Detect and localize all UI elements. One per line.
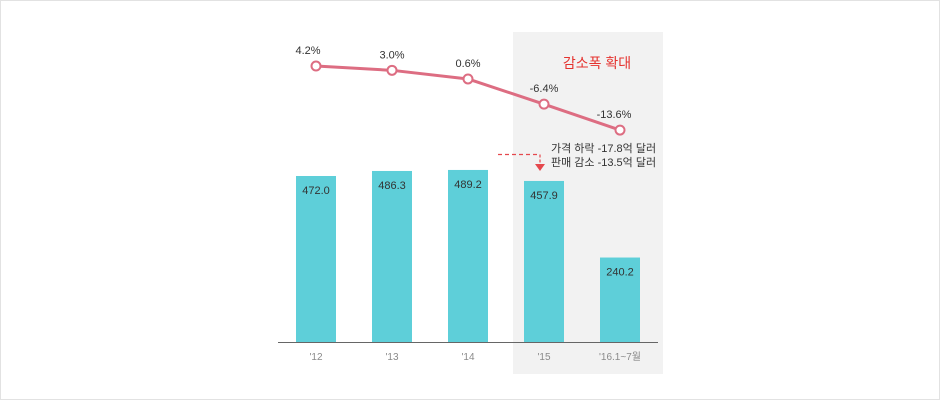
bar-0 [296,176,336,342]
x-tick-label-4: '16.1~7월 [599,351,641,363]
growth-label-0: 4.2% [295,45,320,57]
growth-point-0 [310,60,322,72]
bar-3 [524,180,564,342]
annotation-arrow-head [535,164,545,171]
bar-2 [448,169,488,342]
bar-4 [600,257,640,342]
annotation-price-decline: 가격 하락 -17.8억 달러 [551,141,656,155]
growth-point-3 [538,98,550,110]
bar-1 [372,170,412,342]
growth-point-4 [614,124,626,136]
growth-label-1: 3.0% [379,49,404,61]
growth-point-2 [462,73,474,85]
bar-value-label-2: 489.2 [454,179,482,191]
x-tick-label-0: '12 [309,352,322,363]
x-tick-label-1: '13 [385,352,398,363]
bar-value-label-4: 240.2 [606,267,634,279]
growth-line-group: 4.2% 3.0% 0.6% -6.4% -13.6% [295,45,632,136]
x-tick-labels: '12 '13 '14 '15 '16.1~7월 [309,351,641,363]
bar-value-label-1: 486.3 [378,180,406,192]
growth-label-3: -6.4% [530,83,559,95]
x-tick-label-3: '15 [537,352,550,363]
x-tick-label-2: '14 [461,352,474,363]
growth-label-4: -13.6% [597,109,632,121]
bars-group: 472.0 486.3 489.2 457.9 240.2 [296,169,640,342]
annotation-group: 가격 하락 -17.8억 달러 판매 감소 -13.5억 달러 [498,141,656,171]
highlight-label: 감소폭 확대 [563,55,631,71]
growth-point-1 [386,64,398,76]
growth-label-2: 0.6% [455,58,480,70]
bar-value-label-3: 457.9 [530,190,558,202]
bar-value-label-0: 472.0 [302,185,330,197]
annotation-sales-decline: 판매 감소 -13.5억 달러 [551,156,656,169]
